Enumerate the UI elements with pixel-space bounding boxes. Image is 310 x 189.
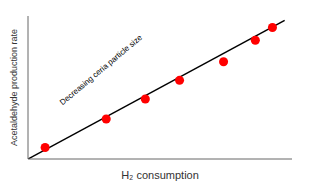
svg-text:H₂ consumption: H₂ consumption	[121, 169, 199, 181]
html-text:Decreasing ceria particle size: Decreasing ceria particle size	[58, 33, 144, 107]
svg-text:Acetaldehyde production rate: Acetaldehyde production rate	[9, 29, 19, 146]
